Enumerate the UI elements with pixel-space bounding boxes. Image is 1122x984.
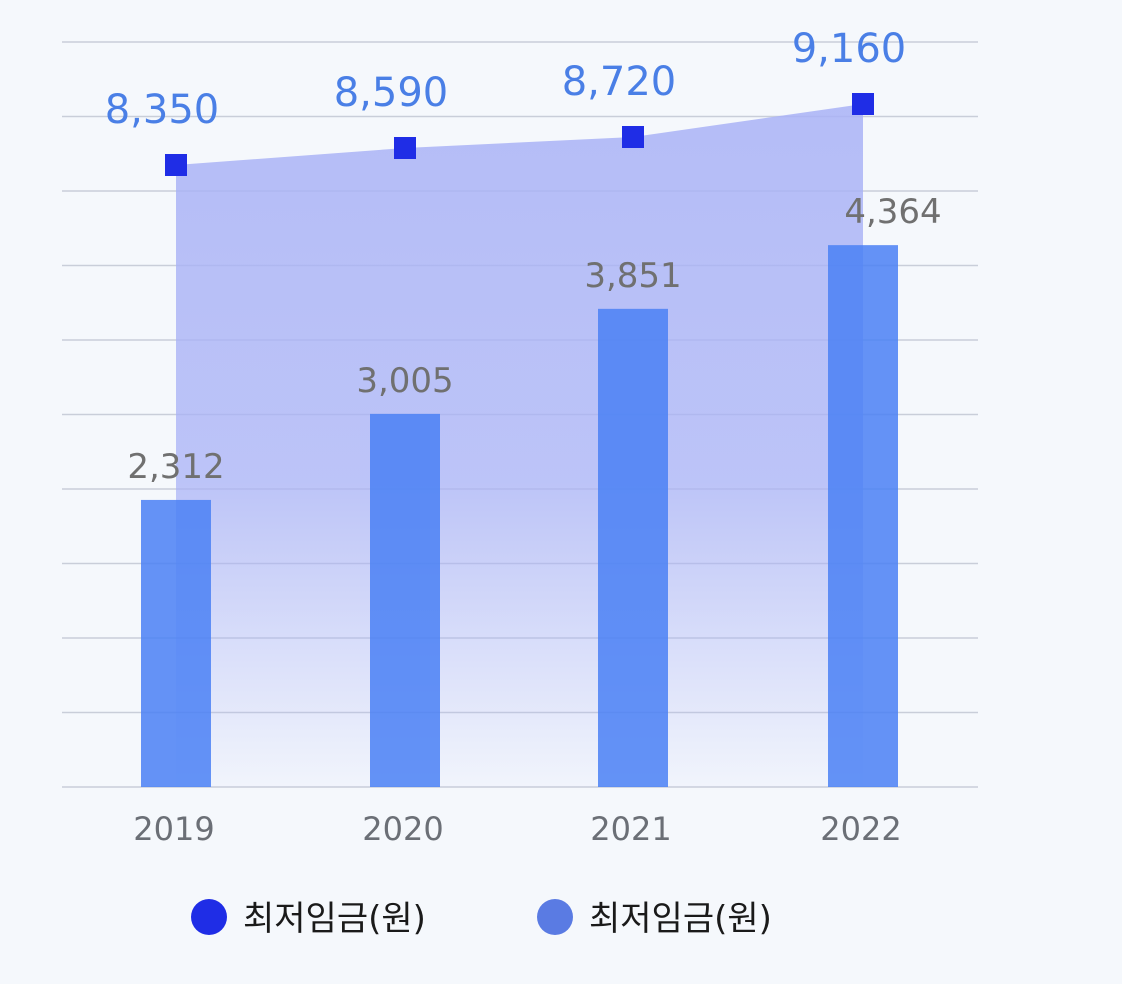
- legend-label: 최저임금(원): [589, 899, 772, 939]
- bar: [141, 499, 211, 787]
- legend: 최저임금(원) 최저임금(원): [191, 899, 772, 939]
- line-data-label: 9,160: [792, 26, 907, 72]
- bar-data-label: 2,312: [127, 447, 224, 487]
- legend-marker: [191, 899, 227, 935]
- legend-marker: [537, 899, 573, 935]
- bar-data-label: 3,851: [584, 256, 681, 296]
- bar: [598, 308, 668, 787]
- line-data-label: 8,590: [334, 70, 449, 116]
- bar-series: [141, 245, 898, 788]
- x-tick-label: 2019: [133, 810, 214, 848]
- x-tick-label: 2020: [362, 810, 443, 848]
- line-point: [165, 154, 187, 176]
- bar-data-label: 3,005: [356, 361, 453, 401]
- bar-data-label: 4,364: [844, 192, 941, 232]
- x-axis: 2019 2020 2021 2022: [133, 810, 901, 848]
- area-fill: [176, 104, 863, 787]
- data-labels: 8,350 8,590 8,720 9,160 2,312 3,005 3,851 4,364: [105, 26, 942, 487]
- markers: [165, 93, 874, 176]
- legend-label: 최저임금(원): [243, 899, 426, 939]
- area-series: [176, 104, 863, 787]
- bar: [370, 413, 440, 787]
- line-point: [394, 137, 416, 159]
- line-data-label: 8,350: [105, 87, 220, 133]
- x-tick-label: 2022: [820, 810, 901, 848]
- line-point: [622, 126, 644, 148]
- bar: [828, 245, 898, 788]
- x-tick-label: 2021: [590, 810, 671, 848]
- line-data-label: 8,720: [562, 59, 677, 105]
- line-point: [852, 93, 874, 115]
